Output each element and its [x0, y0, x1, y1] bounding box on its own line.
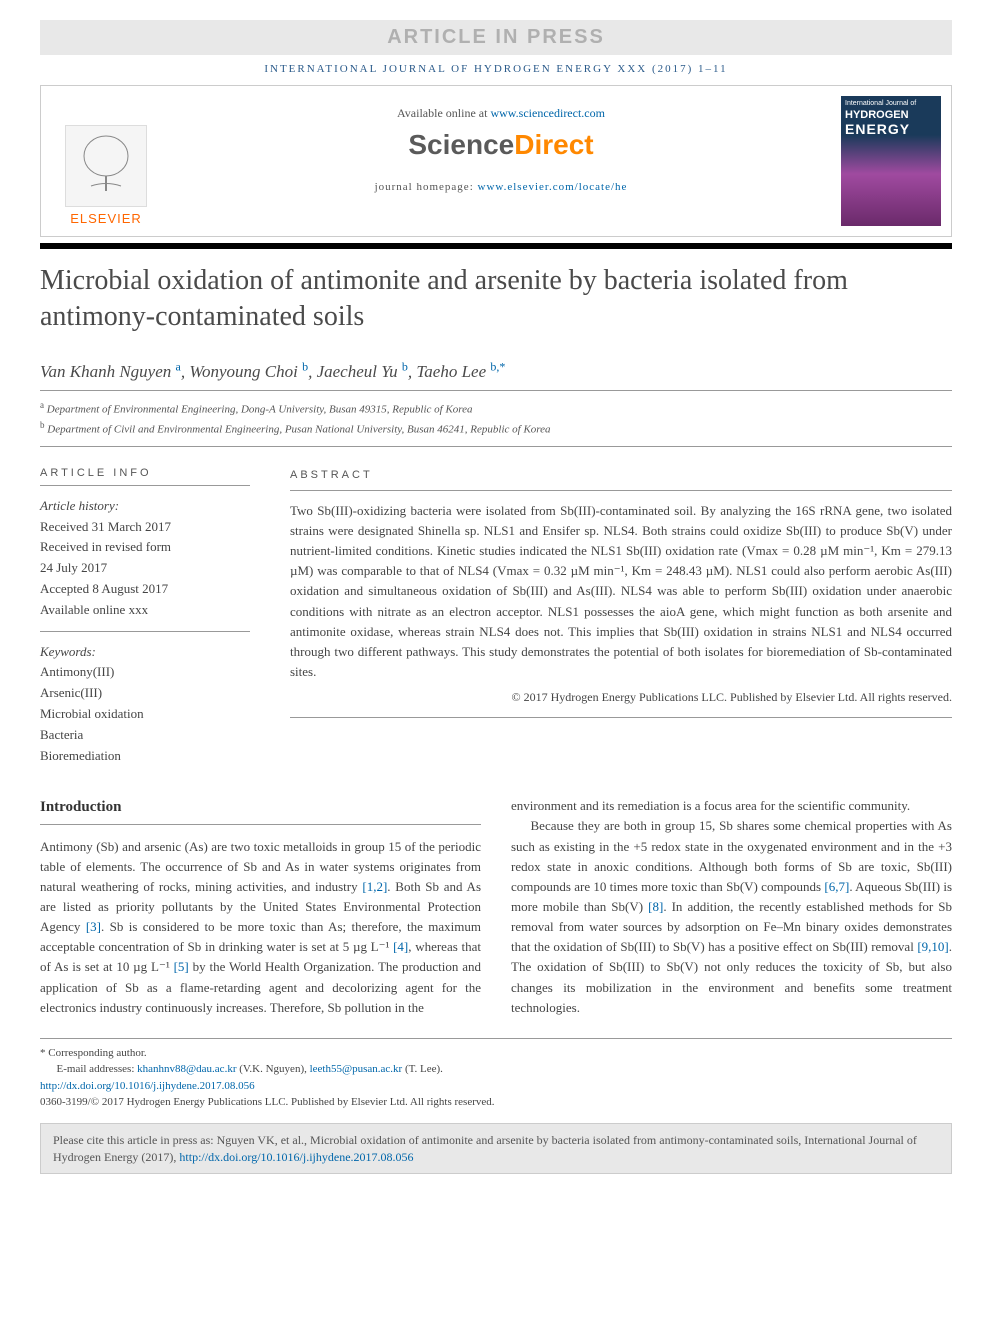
- citation-box: Please cite this article in press as: Ng…: [40, 1123, 952, 1175]
- history-line-4: Available online xxx: [40, 600, 250, 621]
- ref-9-10[interactable]: [9,10]: [917, 939, 948, 954]
- ref-6-7[interactable]: [6,7]: [824, 879, 849, 894]
- author-4-name: Taeho Lee: [416, 362, 486, 381]
- homepage-link[interactable]: www.elsevier.com/locate/he: [478, 181, 628, 193]
- body-columns: Introduction Antimony (Sb) and arsenic (…: [40, 796, 952, 1018]
- available-online-line: Available online at www.sciencedirect.co…: [181, 106, 821, 121]
- author-3-name: Jaecheul Yu: [317, 362, 398, 381]
- article-title: Microbial oxidation of antimonite and ar…: [40, 263, 952, 336]
- affiliations: a Department of Environmental Engineerin…: [40, 399, 952, 437]
- article-in-press-banner: ARTICLE IN PRESS: [40, 20, 952, 55]
- keyword-4: Bioremediation: [40, 746, 250, 767]
- email-2[interactable]: leeth55@pusan.ac.kr: [310, 1063, 403, 1075]
- author-1: Van Khanh Nguyen a: [40, 362, 181, 381]
- ref-5[interactable]: [5]: [174, 959, 189, 974]
- elsevier-tree-icon: [65, 125, 147, 207]
- ref-1-2[interactable]: [1,2]: [362, 879, 387, 894]
- introduction-heading: Introduction: [40, 796, 481, 824]
- footnotes: * Corresponding author. E-mail addresses…: [40, 1038, 952, 1111]
- elsevier-logo: ELSEVIER: [51, 96, 161, 226]
- abstract-divider: [290, 717, 952, 718]
- author-2-name: Wonyoung Choi: [189, 362, 297, 381]
- affiliation-a: a Department of Environmental Engineerin…: [40, 399, 952, 418]
- abstract-heading: ABSTRACT: [290, 467, 952, 491]
- keyword-2: Microbial oxidation: [40, 704, 250, 725]
- history-line-1: Received in revised form: [40, 537, 250, 558]
- homepage-prefix: journal homepage:: [375, 181, 478, 193]
- author-divider: [40, 390, 952, 391]
- history-line-2: 24 July 2017: [40, 558, 250, 579]
- article-info-column: ARTICLE INFO Article history: Received 3…: [40, 467, 250, 767]
- available-prefix: Available online at: [397, 106, 490, 120]
- cover-line2: HYDROGEN: [845, 109, 937, 121]
- intro-para-2: Because they are both in group 15, Sb sh…: [511, 816, 952, 1017]
- elsevier-wordmark: ELSEVIER: [70, 211, 142, 226]
- email-line: E-mail addresses: khanhnv88@dau.ac.kr (V…: [40, 1061, 952, 1078]
- aff-a-sup: a: [40, 400, 44, 410]
- intro-para-1-cont: environment and its remediation is a foc…: [511, 796, 952, 816]
- article-history: Article history: Received 31 March 2017 …: [40, 496, 250, 632]
- header-box: ELSEVIER Available online at www.science…: [40, 85, 952, 237]
- author-2-sup: b: [302, 360, 308, 374]
- journal-cover-thumbnail: International Journal of HYDROGEN ENERGY: [841, 96, 941, 226]
- ref-3[interactable]: [3]: [86, 919, 101, 934]
- history-label: Article history:: [40, 496, 250, 517]
- author-4: Taeho Lee b,*: [416, 362, 505, 381]
- email-label: E-mail addresses:: [57, 1063, 138, 1075]
- doi-link[interactable]: http://dx.doi.org/10.1016/j.ijhydene.201…: [40, 1080, 255, 1092]
- ref-8[interactable]: [8]: [648, 899, 663, 914]
- journal-reference: INTERNATIONAL JOURNAL OF HYDROGEN ENERGY…: [40, 63, 952, 75]
- email-1-name: (V.K. Nguyen),: [236, 1063, 309, 1075]
- keywords-block: Keywords: Antimony(III) Arsenic(III) Mic…: [40, 642, 250, 767]
- aff-a-text: Department of Environmental Engineering,…: [47, 404, 473, 416]
- keyword-0: Antimony(III): [40, 662, 250, 683]
- author-3-sup: b: [402, 360, 408, 374]
- sciencedirect-logo: ScienceDirect: [181, 129, 821, 161]
- keywords-label: Keywords:: [40, 642, 250, 663]
- affiliation-divider: [40, 446, 952, 447]
- body-column-right: environment and its remediation is a foc…: [511, 796, 952, 1018]
- ref-4[interactable]: [4]: [393, 939, 408, 954]
- abstract-text: Two Sb(III)-oxidizing bacteria were isol…: [290, 501, 952, 682]
- sd-science-text: Science: [408, 129, 514, 160]
- aff-b-sup: b: [40, 420, 45, 430]
- corresponding-author: * Corresponding author.: [40, 1045, 952, 1062]
- author-1-name: Van Khanh Nguyen: [40, 362, 171, 381]
- author-2: Wonyoung Choi b: [189, 362, 308, 381]
- article-info-heading: ARTICLE INFO: [40, 467, 250, 486]
- issn-copyright: 0360-3199/© 2017 Hydrogen Energy Publica…: [40, 1094, 952, 1111]
- header-center: Available online at www.sciencedirect.co…: [161, 96, 841, 226]
- cite-doi-link[interactable]: http://dx.doi.org/10.1016/j.ijhydene.201…: [179, 1150, 413, 1164]
- aff-b-text: Department of Civil and Environmental En…: [47, 423, 550, 435]
- history-line-3: Accepted 8 August 2017: [40, 579, 250, 600]
- abstract-copyright: © 2017 Hydrogen Energy Publications LLC.…: [290, 688, 952, 707]
- journal-homepage-line: journal homepage: www.elsevier.com/locat…: [181, 181, 821, 193]
- affiliation-b: b Department of Civil and Environmental …: [40, 419, 952, 438]
- email-2-name: (T. Lee).: [402, 1063, 443, 1075]
- authors-line: Van Khanh Nguyen a, Wonyoung Choi b, Jae…: [40, 360, 952, 383]
- author-1-sup: a: [176, 360, 181, 374]
- history-line-0: Received 31 March 2017: [40, 517, 250, 538]
- abstract-column: ABSTRACT Two Sb(III)-oxidizing bacteria …: [290, 467, 952, 767]
- keyword-3: Bacteria: [40, 725, 250, 746]
- cover-line1: International Journal of: [845, 100, 937, 107]
- author-3: Jaecheul Yu b: [317, 362, 408, 381]
- cover-line3: ENERGY: [845, 121, 937, 137]
- sd-direct-text: Direct: [514, 129, 593, 160]
- intro-para-1: Antimony (Sb) and arsenic (As) are two t…: [40, 837, 481, 1018]
- keyword-1: Arsenic(III): [40, 683, 250, 704]
- body-column-left: Introduction Antimony (Sb) and arsenic (…: [40, 796, 481, 1018]
- info-abstract-row: ARTICLE INFO Article history: Received 3…: [40, 467, 952, 767]
- email-1[interactable]: khanhnv88@dau.ac.kr: [137, 1063, 236, 1075]
- sciencedirect-url[interactable]: www.sciencedirect.com: [490, 106, 605, 120]
- author-4-sup: b,*: [490, 360, 505, 374]
- black-divider-bar: [40, 243, 952, 249]
